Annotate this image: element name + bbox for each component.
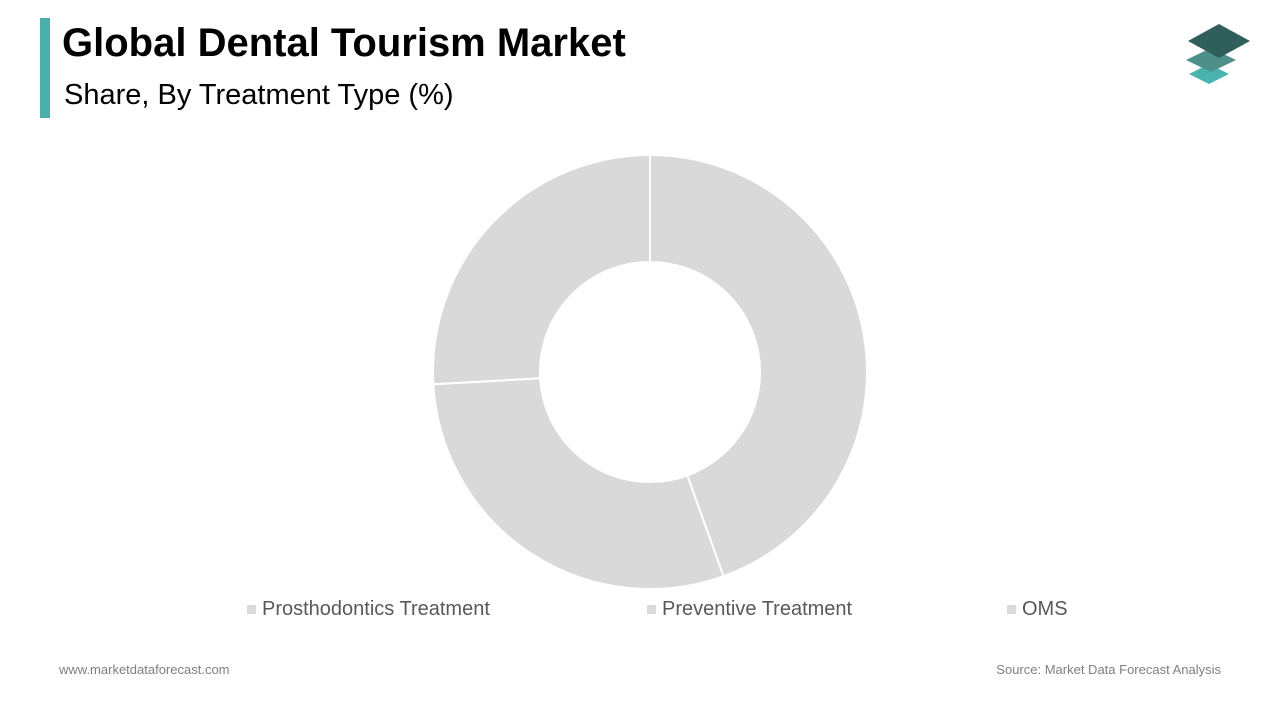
donut-slice-preventive-treatment: [432, 377, 725, 590]
legend-label: Prosthodontics Treatment: [262, 597, 490, 620]
stacked-layers-icon: [1186, 24, 1250, 84]
title-accent-bar: [40, 18, 50, 118]
legend-item-prosthodontics-treatment: Prosthodontics Treatment: [247, 596, 490, 622]
donut-slice-prosthodontics-treatment: [649, 153, 868, 578]
page-title: Global Dental Tourism Market: [62, 21, 626, 65]
logo-layer-bottom: [1189, 64, 1229, 84]
source-note: Source: Market Data Forecast Analysis: [996, 662, 1221, 677]
logo-layer-top: [1188, 24, 1250, 58]
legend-swatch: [1007, 604, 1016, 614]
legend-item-oms: OMS: [1007, 596, 1068, 622]
chart-legend: Prosthodontics Treatment Preventive Treat…: [0, 596, 1280, 622]
legend-item-preventive-treatment: Preventive Treatment: [647, 596, 852, 622]
legend-swatch: [247, 604, 256, 614]
website-url: www.marketdataforecast.com: [59, 662, 230, 677]
page-subtitle: Share, By Treatment Type (%): [64, 79, 454, 111]
donut-chart: [432, 153, 868, 590]
legend-label: Preventive Treatment: [662, 597, 853, 620]
legend-swatch: [647, 604, 656, 614]
donut-slice-oms: [432, 153, 651, 386]
legend-label: OMS: [1022, 597, 1068, 620]
